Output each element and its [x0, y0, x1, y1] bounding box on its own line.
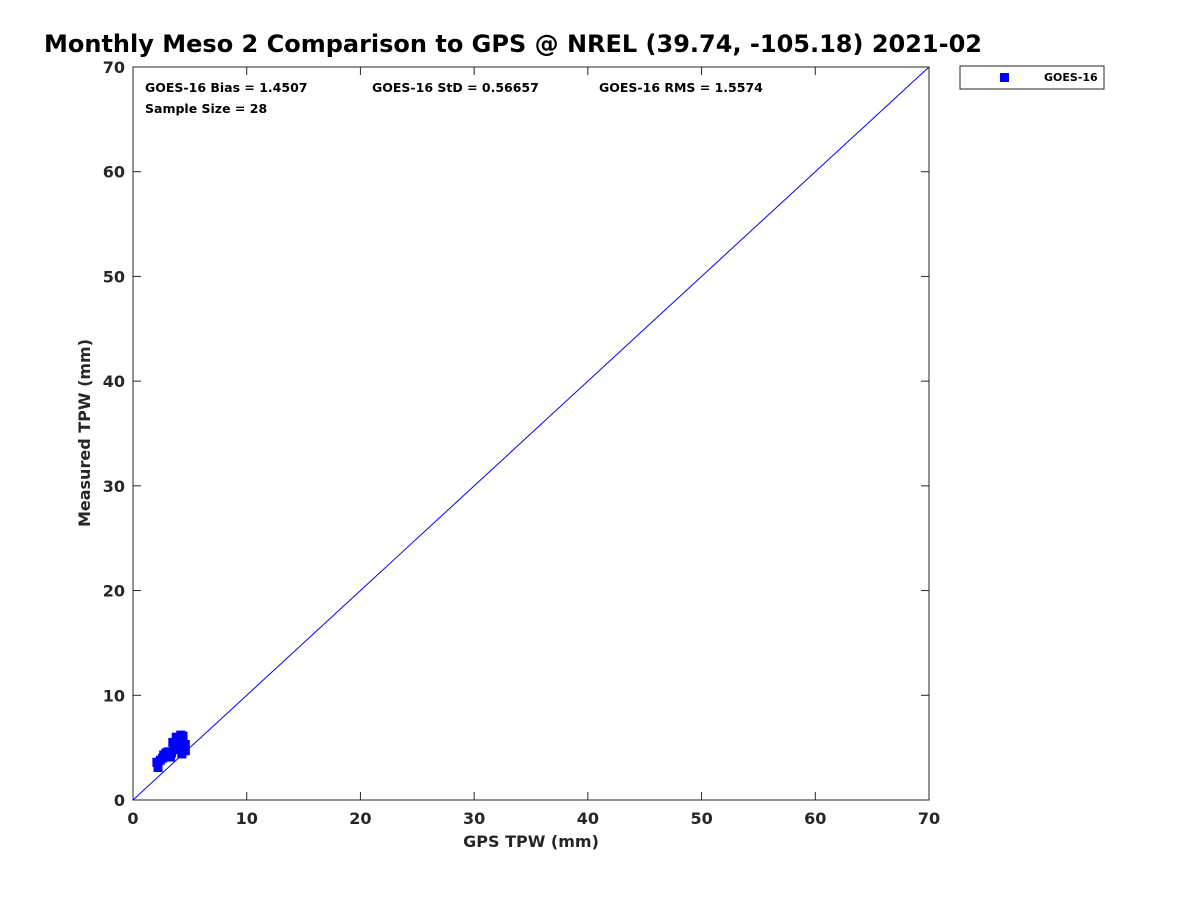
data-point	[166, 752, 176, 762]
stat-rms: GOES-16 RMS = 1.5574	[599, 80, 763, 95]
legend-box	[959, 65, 1105, 90]
legend-marker-goes16	[1000, 73, 1009, 82]
reference-line	[132, 66, 930, 801]
y-tick-label: 10	[103, 686, 125, 705]
scatter-points	[152, 730, 190, 773]
x-tick-label: 0	[127, 809, 138, 828]
data-point	[153, 763, 163, 773]
y-tick-label: 30	[103, 477, 125, 496]
x-tick-label: 50	[690, 809, 712, 828]
x-tick-label: 10	[236, 809, 258, 828]
plot-frame	[132, 66, 930, 801]
x-tick-label: 40	[577, 809, 599, 828]
axis-ticks: 0 10 20 30 40 50 60 70 0 10 20 30 40 50 60 70	[103, 58, 940, 828]
y-tick-label: 20	[103, 582, 125, 601]
stat-bias: GOES-16 Bias = 1.4507	[145, 80, 307, 95]
legend-label-goes16: GOES-16	[1044, 71, 1098, 84]
legend: GOES-16	[959, 65, 1105, 90]
stat-sample-size: Sample Size = 28	[145, 101, 267, 116]
x-tick-label: 20	[349, 809, 371, 828]
y-tick-label: 50	[103, 267, 125, 286]
y-tick-label: 70	[103, 58, 125, 77]
stat-std: GOES-16 StD = 0.56657	[372, 80, 539, 95]
x-axis-label: GPS TPW (mm)	[463, 832, 599, 851]
chart-title: Monthly Meso 2 Comparison to GPS @ NREL …	[44, 30, 982, 58]
x-tick-label: 70	[918, 809, 940, 828]
data-point	[178, 731, 188, 741]
x-tick-label: 60	[804, 809, 826, 828]
y-tick-label: 40	[103, 372, 125, 391]
x-tick-label: 30	[463, 809, 485, 828]
y-tick-label: 0	[114, 791, 125, 810]
y-tick-label: 60	[103, 163, 125, 182]
data-point	[180, 746, 190, 756]
y-axis-label: Measured TPW (mm)	[75, 339, 94, 527]
data-point	[180, 740, 190, 750]
